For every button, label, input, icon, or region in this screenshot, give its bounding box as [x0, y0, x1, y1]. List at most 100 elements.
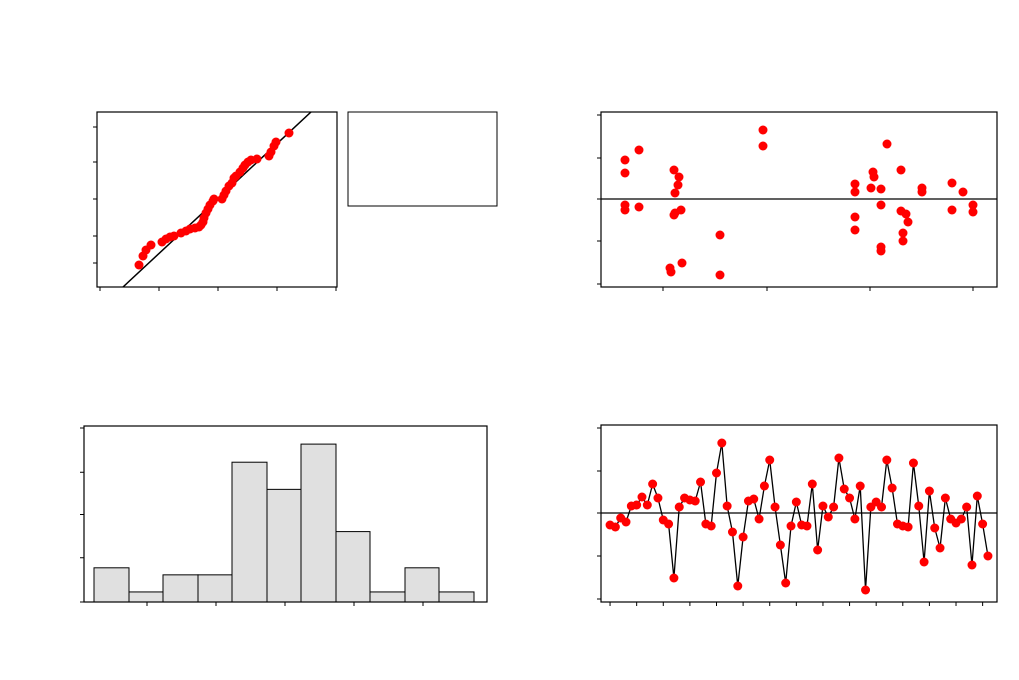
- point: [962, 502, 972, 512]
- point: [903, 522, 913, 532]
- plot-frame: [600, 424, 998, 603]
- point: [648, 479, 658, 489]
- point: [903, 217, 913, 227]
- point: [738, 532, 748, 542]
- point: [876, 184, 886, 194]
- point: [887, 483, 897, 493]
- point: [834, 453, 844, 463]
- point: [758, 141, 768, 151]
- point: [620, 205, 630, 215]
- point: [634, 202, 644, 212]
- point: [967, 560, 977, 570]
- point: [722, 501, 732, 511]
- point: [935, 543, 945, 553]
- point: [781, 578, 791, 588]
- point: [908, 458, 918, 468]
- point: [758, 125, 768, 135]
- point: [861, 585, 871, 595]
- plot-frame: [96, 111, 338, 288]
- point: [733, 581, 743, 591]
- point: [134, 260, 144, 270]
- point: [823, 512, 833, 522]
- point: [850, 179, 860, 189]
- point: [673, 180, 683, 190]
- point: [917, 187, 927, 197]
- point: [791, 497, 801, 507]
- point: [677, 258, 687, 268]
- point: [940, 493, 950, 503]
- bar: [231, 461, 268, 603]
- point: [712, 468, 721, 478]
- point: [914, 501, 924, 511]
- point: [869, 172, 879, 182]
- bar: [404, 567, 440, 603]
- point: [252, 154, 262, 164]
- point: [775, 540, 785, 550]
- point: [634, 145, 644, 155]
- point: [621, 517, 631, 527]
- bar: [128, 591, 164, 603]
- point: [898, 236, 908, 246]
- point: [271, 137, 281, 147]
- point: [855, 481, 865, 491]
- bar: [300, 443, 337, 603]
- point: [653, 493, 663, 503]
- point: [839, 484, 849, 494]
- point: [284, 128, 294, 138]
- point: [610, 522, 620, 532]
- point: [727, 527, 737, 537]
- point: [759, 481, 769, 491]
- plot-frame: [600, 111, 998, 288]
- point: [956, 514, 966, 524]
- point: [958, 187, 968, 197]
- point: [877, 502, 886, 512]
- point: [968, 200, 978, 210]
- point: [209, 194, 219, 204]
- point: [845, 493, 855, 503]
- point: [754, 514, 764, 524]
- point: [829, 502, 839, 512]
- point: [901, 209, 911, 219]
- point: [876, 246, 886, 256]
- point: [666, 267, 676, 277]
- plot-frame: [83, 425, 488, 603]
- point: [642, 500, 652, 510]
- point: [696, 477, 706, 487]
- point: [715, 270, 725, 280]
- point: [898, 228, 908, 238]
- point: [670, 188, 680, 198]
- point: [770, 502, 780, 512]
- legend-box: [347, 111, 498, 207]
- point: [706, 521, 716, 531]
- point: [146, 240, 156, 250]
- point: [947, 178, 957, 188]
- point: [930, 523, 940, 533]
- point: [786, 521, 796, 531]
- point: [876, 200, 886, 210]
- point: [850, 187, 860, 197]
- point: [813, 545, 823, 555]
- point: [674, 502, 684, 512]
- point: [620, 155, 630, 165]
- point: [882, 139, 892, 149]
- point: [807, 479, 817, 489]
- point: [802, 521, 812, 531]
- point: [749, 494, 759, 504]
- point: [947, 205, 957, 215]
- bar: [335, 531, 371, 603]
- point: [866, 183, 876, 193]
- point: [674, 172, 684, 182]
- point: [896, 165, 906, 175]
- point: [850, 212, 860, 222]
- point: [715, 230, 725, 240]
- point: [765, 455, 775, 465]
- bar: [93, 567, 130, 603]
- point: [882, 455, 892, 465]
- point: [669, 165, 679, 175]
- point: [620, 168, 630, 178]
- point: [818, 501, 828, 511]
- point: [664, 519, 674, 529]
- series-line: [609, 442, 989, 591]
- point: [968, 207, 978, 217]
